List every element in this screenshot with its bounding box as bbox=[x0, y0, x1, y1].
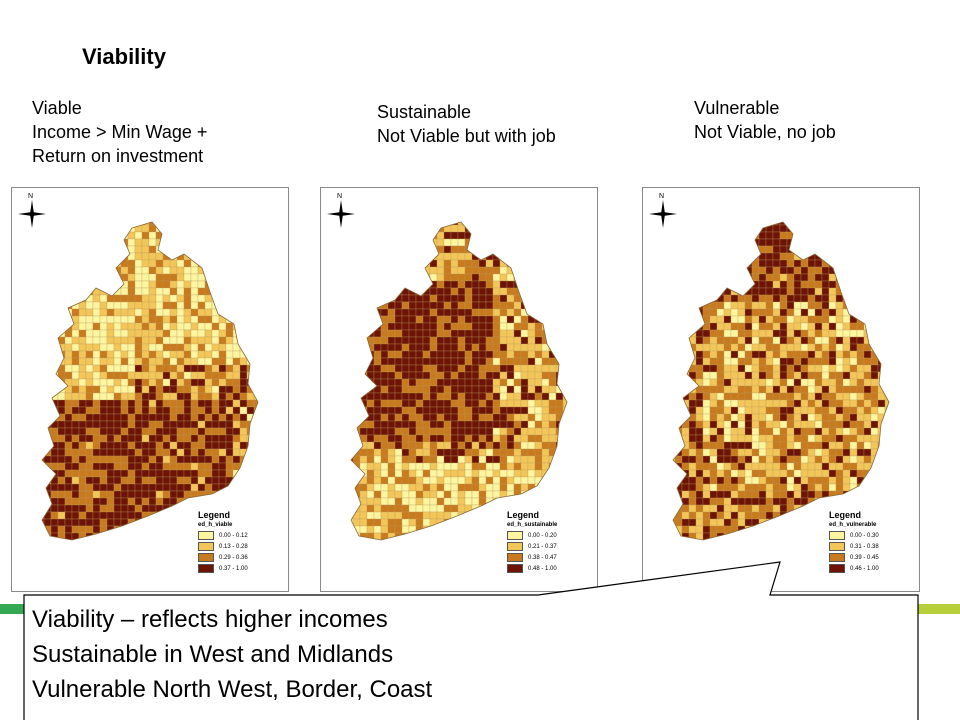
map-districts bbox=[351, 222, 567, 540]
legend-swatch bbox=[198, 564, 214, 573]
legend-row: 0.13 - 0.28 bbox=[198, 541, 284, 552]
map-legend: Legend ed_h_vulnerable 0.00 - 0.30 0.31 … bbox=[829, 510, 915, 574]
legend-row: 0.38 - 0.47 bbox=[507, 552, 593, 563]
callout-text: Viability – reflects higher incomes Sust… bbox=[32, 602, 432, 707]
north-arrow-icon: N bbox=[649, 193, 677, 228]
caption-sustainable: Sustainable Not Viable but with job bbox=[377, 100, 556, 148]
map-viable-canvas bbox=[41, 221, 259, 541]
legend-swatch bbox=[507, 542, 523, 551]
legend-row: 0.00 - 0.20 bbox=[507, 530, 593, 541]
callout-line-1: Viability – reflects higher incomes bbox=[32, 606, 388, 633]
legend-row: 0.00 - 0.12 bbox=[198, 530, 284, 541]
legend-swatch bbox=[198, 553, 214, 562]
callout-line-3: Vulnerable North West, Border, Coast bbox=[32, 676, 433, 703]
legend-title: Legend bbox=[198, 510, 231, 520]
legend-label: 0.38 - 0.47 bbox=[528, 554, 557, 561]
map-vulnerable: N Legend ed_h_vulnerable 0.00 - 0.30 0.3… bbox=[642, 187, 920, 592]
legend-row: 0.48 - 1.00 bbox=[507, 563, 593, 574]
legend-row: 0.39 - 0.45 bbox=[829, 552, 915, 563]
legend-label: 0.21 - 0.37 bbox=[528, 543, 557, 550]
legend-label: 0.37 - 1.00 bbox=[219, 565, 248, 572]
legend-label: 0.00 - 0.12 bbox=[219, 532, 248, 539]
legend-label: 0.00 - 0.20 bbox=[528, 532, 557, 539]
caption-vulnerable-line-1: Vulnerable bbox=[694, 98, 780, 118]
legend-swatch bbox=[507, 553, 523, 562]
caption-vulnerable: Vulnerable Not Viable, no job bbox=[694, 96, 836, 144]
legend-swatch bbox=[507, 531, 523, 540]
legend-swatch bbox=[829, 553, 845, 562]
legend-title: Legend bbox=[829, 510, 862, 520]
map-viable: N Legend ed_h_viable 0.00 - 0.12 0.13 - … bbox=[11, 187, 289, 592]
legend-row: 0.46 - 1.00 bbox=[829, 563, 915, 574]
legend-label: 0.29 - 0.36 bbox=[219, 554, 248, 561]
legend-swatch bbox=[829, 542, 845, 551]
map-sustainable: N Legend ed_h_sustainable 0.00 - 0.20 0.… bbox=[320, 187, 598, 592]
legend-row: 0.00 - 0.30 bbox=[829, 530, 915, 541]
legend-swatch bbox=[829, 564, 845, 573]
legend-row: 0.31 - 0.38 bbox=[829, 541, 915, 552]
legend-swatch bbox=[198, 542, 214, 551]
caption-sustainable-line-2: Not Viable but with job bbox=[377, 126, 556, 146]
legend-swatch bbox=[198, 531, 214, 540]
legend-row: 0.21 - 0.37 bbox=[507, 541, 593, 552]
caption-viable-line-1: Viable bbox=[32, 98, 82, 118]
caption-viable: Viable Income > Min Wage + Return on inv… bbox=[32, 96, 207, 168]
map-legend: Legend ed_h_viable 0.00 - 0.12 0.13 - 0.… bbox=[198, 510, 284, 574]
map-vulnerable-canvas bbox=[672, 221, 890, 541]
legend-row: 0.29 - 0.36 bbox=[198, 552, 284, 563]
legend-swatch bbox=[829, 531, 845, 540]
north-label: N bbox=[659, 193, 664, 200]
legend-label: 0.39 - 0.45 bbox=[850, 554, 879, 561]
north-arrow-icon: N bbox=[18, 193, 46, 228]
caption-viable-line-2: Income > Min Wage + bbox=[32, 122, 208, 142]
map-districts bbox=[673, 222, 889, 540]
slide-title: Viability bbox=[82, 44, 166, 69]
accent-bar-right bbox=[918, 604, 960, 614]
callout-line-2: Sustainable in West and Midlands bbox=[32, 641, 394, 668]
caption-vulnerable-line-2: Not Viable, no job bbox=[694, 122, 836, 142]
legend-label: 0.13 - 0.28 bbox=[219, 543, 248, 550]
map-legend: Legend ed_h_sustainable 0.00 - 0.20 0.21… bbox=[507, 510, 593, 574]
legend-field: ed_h_vulnerable bbox=[829, 522, 877, 528]
legend-label: 0.00 - 0.30 bbox=[850, 532, 879, 539]
caption-sustainable-line-1: Sustainable bbox=[377, 102, 472, 122]
accent-bar-left bbox=[0, 604, 28, 614]
callout-box bbox=[23, 561, 919, 720]
north-arrow-icon: N bbox=[327, 193, 355, 228]
legend-row: 0.37 - 1.00 bbox=[198, 563, 284, 574]
legend-label: 0.46 - 1.00 bbox=[850, 565, 879, 572]
north-label: N bbox=[28, 193, 33, 200]
legend-label: 0.31 - 0.38 bbox=[850, 543, 879, 550]
legend-title: Legend bbox=[507, 510, 540, 520]
legend-swatch bbox=[507, 564, 523, 573]
legend-field: ed_h_viable bbox=[198, 522, 233, 528]
map-sustainable-canvas bbox=[350, 221, 568, 541]
map-districts bbox=[42, 222, 258, 540]
caption-viable-line-3: Return on investment bbox=[32, 146, 204, 166]
legend-label: 0.48 - 1.00 bbox=[528, 565, 557, 572]
north-label: N bbox=[337, 193, 342, 200]
legend-field: ed_h_sustainable bbox=[507, 522, 558, 528]
